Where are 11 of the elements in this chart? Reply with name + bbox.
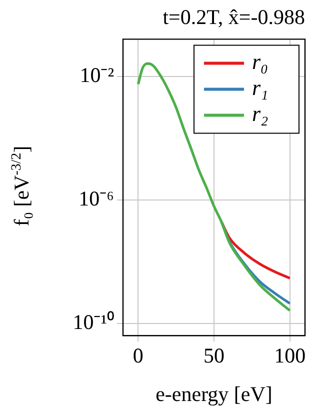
x-tick-label: 50 — [204, 344, 224, 368]
y-tick-label: 10⁻⁶ — [78, 186, 114, 210]
legend-label: r₀ — [252, 48, 268, 74]
x-tick-label: 0 — [132, 344, 144, 368]
x-tick-label: 100 — [274, 344, 306, 368]
chart-title: t=0.2T, x̂=-0.988 — [162, 5, 305, 30]
y-tick-label: 10⁻¹⁰ — [72, 310, 114, 334]
legend-label: r₁ — [252, 74, 268, 100]
x-axis-title: e-energy [eV] — [156, 382, 272, 406]
legend-label: r₂ — [252, 100, 269, 126]
y-tick-label: 10⁻² — [80, 62, 114, 87]
